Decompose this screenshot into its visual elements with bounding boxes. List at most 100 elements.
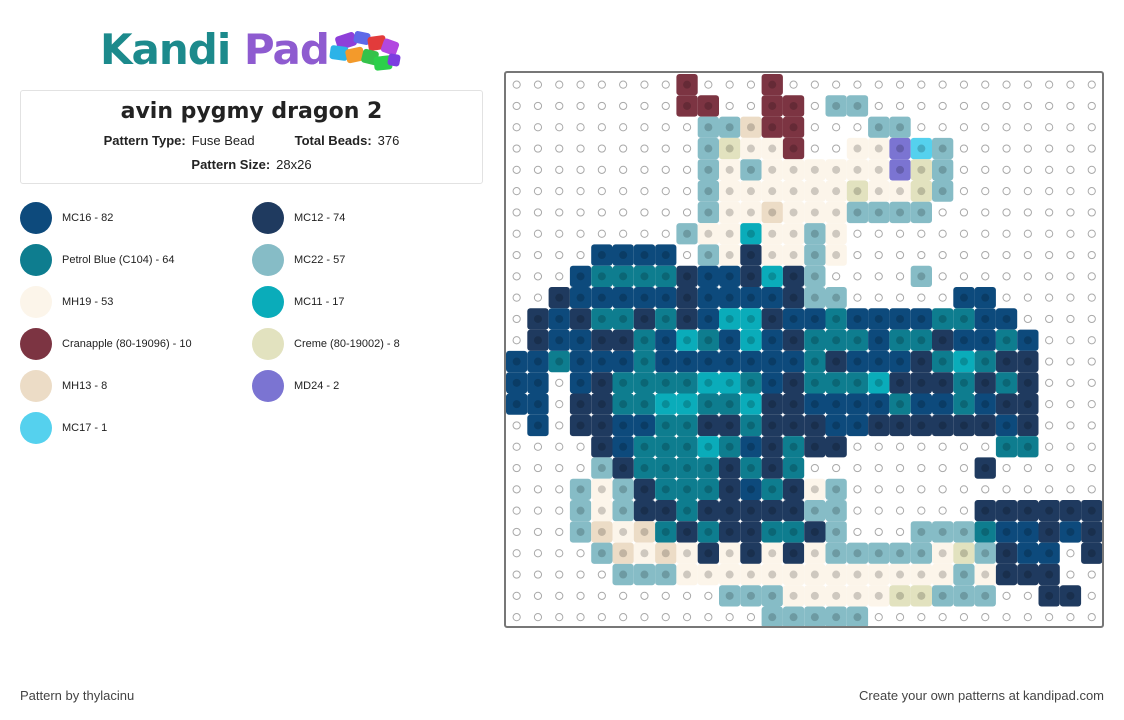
total-beads-label: Total Beads: xyxy=(294,133,372,148)
legend-item: MC17 - 1 xyxy=(20,412,107,444)
bead xyxy=(676,329,698,351)
bead xyxy=(655,329,677,351)
bead xyxy=(995,542,1018,564)
bead xyxy=(548,308,570,330)
bead xyxy=(825,606,847,626)
empty-peg xyxy=(1087,165,1096,174)
bead xyxy=(740,542,762,564)
empty-peg xyxy=(533,442,543,451)
empty-peg xyxy=(959,485,969,494)
empty-peg xyxy=(682,613,692,622)
bead-hole xyxy=(725,229,734,238)
bead xyxy=(697,414,719,437)
empty-peg xyxy=(512,591,521,600)
bead xyxy=(527,414,549,437)
bead xyxy=(633,563,656,586)
pattern-title: avin pygmy dragon 2 xyxy=(120,99,383,124)
empty-peg xyxy=(597,229,606,238)
bead xyxy=(868,414,890,437)
bead-hole xyxy=(1002,314,1011,323)
bead-hole xyxy=(1045,527,1054,536)
bead-hole xyxy=(704,527,713,536)
bead xyxy=(804,159,826,181)
empty-peg xyxy=(874,613,883,622)
bead xyxy=(868,159,890,181)
bead-hole xyxy=(725,506,734,515)
bead-hole xyxy=(746,336,755,345)
bead xyxy=(719,457,741,479)
empty-peg xyxy=(981,442,990,451)
bead-hole xyxy=(917,400,926,409)
bead-hole xyxy=(896,144,905,153)
bead-hole xyxy=(874,208,883,217)
bead-hole xyxy=(704,229,713,238)
empty-peg xyxy=(853,272,862,281)
bead-hole xyxy=(810,527,819,536)
bead xyxy=(953,521,975,543)
bead-hole xyxy=(810,442,819,451)
empty-peg xyxy=(576,80,585,89)
bead xyxy=(782,372,805,394)
bead-hole xyxy=(746,229,755,238)
empty-peg xyxy=(938,80,947,89)
empty-peg xyxy=(938,506,947,515)
empty-peg xyxy=(533,187,543,196)
empty-peg xyxy=(597,144,606,153)
create-patterns-link[interactable]: Create your own patterns at kandipad.com xyxy=(859,688,1104,703)
bead xyxy=(932,329,954,351)
bead xyxy=(1017,521,1039,543)
empty-peg xyxy=(512,506,521,515)
bead xyxy=(910,393,932,415)
kandipad-logo[interactable]: Kandi Pad xyxy=(100,26,330,74)
bead-hole xyxy=(661,485,670,494)
bead xyxy=(697,287,719,309)
bead xyxy=(719,329,741,351)
empty-peg xyxy=(832,144,841,153)
empty-peg xyxy=(597,165,606,174)
bead-hole xyxy=(810,336,819,345)
bead-hole xyxy=(704,549,713,558)
bead xyxy=(612,287,634,309)
bead xyxy=(825,308,847,330)
bead xyxy=(527,329,549,351)
bead xyxy=(548,329,570,351)
bead-hole xyxy=(746,378,755,387)
empty-peg xyxy=(619,591,628,600)
empty-peg xyxy=(1023,463,1032,473)
bead xyxy=(995,393,1018,415)
bead xyxy=(612,542,634,564)
empty-peg xyxy=(682,165,692,174)
bead-hole xyxy=(640,527,649,536)
bead xyxy=(868,329,890,351)
empty-peg xyxy=(895,229,905,238)
bead-hole xyxy=(640,314,649,323)
empty-peg xyxy=(1066,357,1075,366)
bead xyxy=(548,350,570,373)
bead-hole xyxy=(981,400,990,409)
empty-peg xyxy=(810,80,819,89)
bead-hole xyxy=(810,613,819,622)
bead-hole xyxy=(555,336,564,345)
bead-hole xyxy=(746,293,755,302)
bead xyxy=(676,95,698,117)
bead-hole xyxy=(512,400,521,409)
bead-hole xyxy=(789,570,798,579)
bead xyxy=(612,436,634,458)
bead-hole xyxy=(832,293,841,302)
bead xyxy=(995,563,1018,586)
bead-hole xyxy=(746,527,755,536)
bead-hole xyxy=(725,570,734,579)
empty-peg xyxy=(661,144,670,153)
bead xyxy=(825,350,847,373)
bead-hole xyxy=(576,272,585,281)
bead-pegboard[interactable] xyxy=(504,71,1104,628)
pattern-size-value: 28x26 xyxy=(276,157,312,172)
bead-hole xyxy=(746,251,755,260)
bead-hole xyxy=(704,506,713,515)
bead xyxy=(697,95,719,117)
bead xyxy=(719,287,741,309)
empty-peg xyxy=(512,144,521,153)
bead-hole xyxy=(832,591,841,600)
empty-peg xyxy=(1045,272,1054,281)
bead-hole xyxy=(746,464,755,473)
